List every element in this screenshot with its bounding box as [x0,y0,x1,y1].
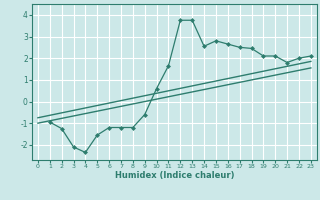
X-axis label: Humidex (Indice chaleur): Humidex (Indice chaleur) [115,171,234,180]
